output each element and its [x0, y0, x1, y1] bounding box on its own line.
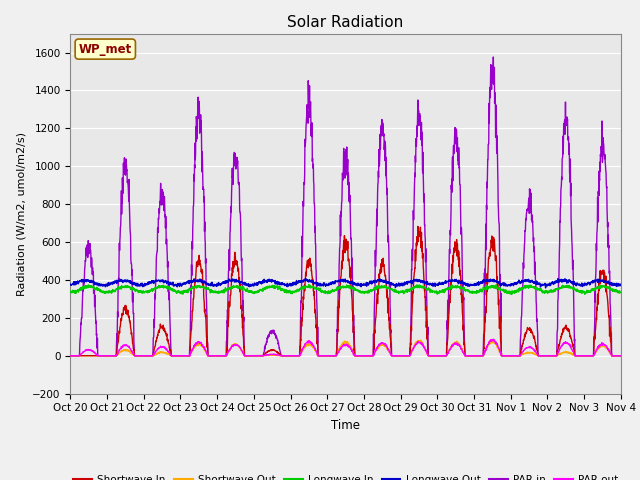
Legend: Shortwave In, Shortwave Out, Longwave In, Longwave Out, PAR in, PAR out: Shortwave In, Shortwave Out, Longwave In…	[69, 471, 622, 480]
Text: WP_met: WP_met	[79, 43, 132, 56]
Title: Solar Radiation: Solar Radiation	[287, 15, 404, 30]
Y-axis label: Radiation (W/m2, umol/m2/s): Radiation (W/m2, umol/m2/s)	[17, 132, 27, 296]
X-axis label: Time: Time	[331, 419, 360, 432]
